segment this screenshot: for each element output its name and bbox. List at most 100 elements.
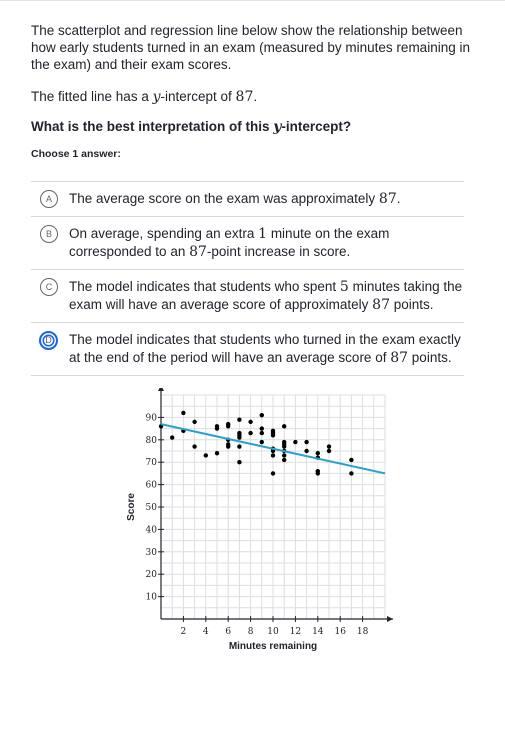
data-point bbox=[192, 444, 197, 449]
choice-d-text: points. bbox=[408, 350, 452, 365]
data-point bbox=[259, 430, 264, 436]
choice-a-text: . bbox=[396, 191, 401, 206]
data-point bbox=[304, 448, 309, 454]
intercept-variable: y bbox=[152, 89, 161, 105]
choice-c-label: The model indicates that students who sp… bbox=[69, 278, 464, 314]
choice-b-text: 87 bbox=[189, 244, 207, 260]
data-point bbox=[293, 439, 298, 445]
x-tick-label: 18 bbox=[357, 627, 369, 637]
choice-d-label: The model indicates that students who tu… bbox=[69, 331, 464, 367]
x-tick-label: 14 bbox=[312, 627, 324, 637]
data-point bbox=[214, 426, 220, 431]
data-point bbox=[237, 417, 242, 422]
data-point bbox=[349, 457, 354, 463]
y-tick-label: 90 bbox=[146, 413, 158, 423]
data-point bbox=[326, 448, 332, 454]
choice-b-label: On average, spending an extra 1 minute o… bbox=[69, 225, 464, 261]
regression-line bbox=[160, 423, 386, 475]
data-point bbox=[259, 439, 264, 445]
data-point bbox=[170, 435, 175, 440]
question-text-suffix: -intercept? bbox=[281, 119, 352, 134]
choice-a[interactable]: A The average score on the exam was appro… bbox=[31, 182, 464, 217]
intercept-text-middle: -intercept of bbox=[160, 89, 236, 104]
data-point bbox=[349, 471, 354, 476]
data-point bbox=[237, 444, 242, 449]
choice-c-text: 87 bbox=[372, 297, 390, 313]
question-text-prefix: What is the best interpretation of this bbox=[31, 119, 274, 134]
data-point bbox=[282, 457, 287, 463]
data-point bbox=[315, 451, 320, 456]
question-title: What is the best interpretation of this … bbox=[31, 117, 471, 137]
choose-label: Choose 1 answer: bbox=[31, 148, 121, 160]
data-point bbox=[248, 419, 253, 425]
y-tick-label: 20 bbox=[146, 570, 158, 580]
data-point bbox=[237, 435, 242, 440]
answer-choices: A The average score on the exam was appro… bbox=[31, 181, 464, 376]
choice-d-text: 87 bbox=[390, 350, 409, 366]
choice-b-radio[interactable]: B bbox=[40, 225, 58, 243]
scatterplot: 2 4 6 8 10 12 14 16 18 10 20 30 40 50 60 70 80 90 Minutes … bbox=[115, 385, 395, 658]
y-tick-label: 50 bbox=[146, 503, 158, 513]
choice-a-label: The average score on the exam was approx… bbox=[69, 190, 464, 208]
intercept-text-prefix: The fitted line has a bbox=[31, 89, 153, 104]
x-axis-arrow bbox=[387, 616, 393, 622]
data-point bbox=[270, 433, 276, 438]
x-tick-label: 16 bbox=[334, 627, 346, 637]
data-point bbox=[304, 439, 309, 445]
choice-b-text: 1 bbox=[258, 226, 268, 242]
y-axis-title: Score bbox=[126, 493, 137, 521]
x-axis-title: Minutes remaining bbox=[229, 641, 317, 652]
data-point bbox=[248, 430, 253, 436]
x-tick-label: 10 bbox=[267, 627, 279, 637]
choice-b-text: On average, spending an extra bbox=[69, 226, 259, 241]
y-tick-label: 10 bbox=[146, 593, 158, 603]
y-tick-label: 80 bbox=[146, 436, 158, 446]
choice-d[interactable]: D The model indicates that students who t… bbox=[31, 323, 464, 376]
y-tick-label: 60 bbox=[146, 481, 158, 491]
choice-c-radio[interactable]: C bbox=[40, 278, 58, 296]
choice-c-text: The model indicates that students who sp… bbox=[69, 279, 340, 294]
y-tick-label: 30 bbox=[146, 548, 158, 558]
intercept-statement: The fitted line has a y-intercept of 87. bbox=[31, 87, 471, 107]
data-point bbox=[326, 444, 332, 449]
data-point bbox=[315, 471, 320, 476]
scatterplot-svg: 2 4 6 8 10 12 14 16 18 10 20 30 40 50 60 70 80 90 Minutes … bbox=[126, 385, 393, 652]
choice-d-text: The model indicates that students who tu… bbox=[69, 332, 461, 365]
data-point bbox=[237, 460, 242, 465]
question-variable: y bbox=[273, 119, 282, 135]
data-point bbox=[214, 451, 220, 456]
data-point bbox=[203, 453, 208, 458]
choice-d-radio[interactable]: D bbox=[39, 331, 58, 350]
choice-c-text: points. bbox=[389, 297, 434, 312]
x-tick-label: 12 bbox=[290, 627, 301, 637]
x-tick-label: 6 bbox=[225, 627, 231, 637]
data-point bbox=[282, 424, 287, 429]
choice-b-text: minute on the exam corresponded to an bbox=[69, 226, 390, 259]
intercept-value: 87 bbox=[235, 89, 254, 105]
question-prompt: The scatterplot and regression line belo… bbox=[31, 23, 470, 72]
data-point bbox=[259, 426, 264, 431]
data-point bbox=[181, 410, 186, 416]
data-point bbox=[259, 412, 264, 418]
data-point bbox=[270, 453, 276, 458]
choice-a-radio[interactable]: A bbox=[40, 190, 58, 208]
x-tick-label: 8 bbox=[248, 627, 254, 637]
x-tick-label: 2 bbox=[181, 627, 187, 637]
choice-c-text: minutes taking the exam will have an ave… bbox=[69, 279, 463, 312]
choice-b[interactable]: B On average, spending an extra 1 minute … bbox=[31, 217, 464, 270]
choice-c-text: 5 bbox=[339, 279, 349, 295]
data-point bbox=[282, 453, 287, 458]
question-content: The scatterplot and regression line belo… bbox=[31, 22, 471, 161]
top-divider bbox=[0, 0, 505, 5]
y-tick-label: 70 bbox=[146, 458, 158, 468]
choice-a-text: The average score on the exam was approx… bbox=[69, 191, 379, 206]
data-point bbox=[226, 424, 231, 429]
choice-a-text: 87 bbox=[378, 191, 397, 207]
data-point bbox=[270, 471, 276, 476]
choice-c[interactable]: C The model indicates that students who s… bbox=[31, 270, 464, 323]
data-point bbox=[282, 444, 287, 449]
x-tick-label: 4 bbox=[203, 627, 209, 637]
choice-b-text: -point increase in score. bbox=[206, 244, 351, 259]
y-axis-arrow bbox=[158, 385, 164, 391]
y-tick-label: 40 bbox=[146, 525, 158, 535]
